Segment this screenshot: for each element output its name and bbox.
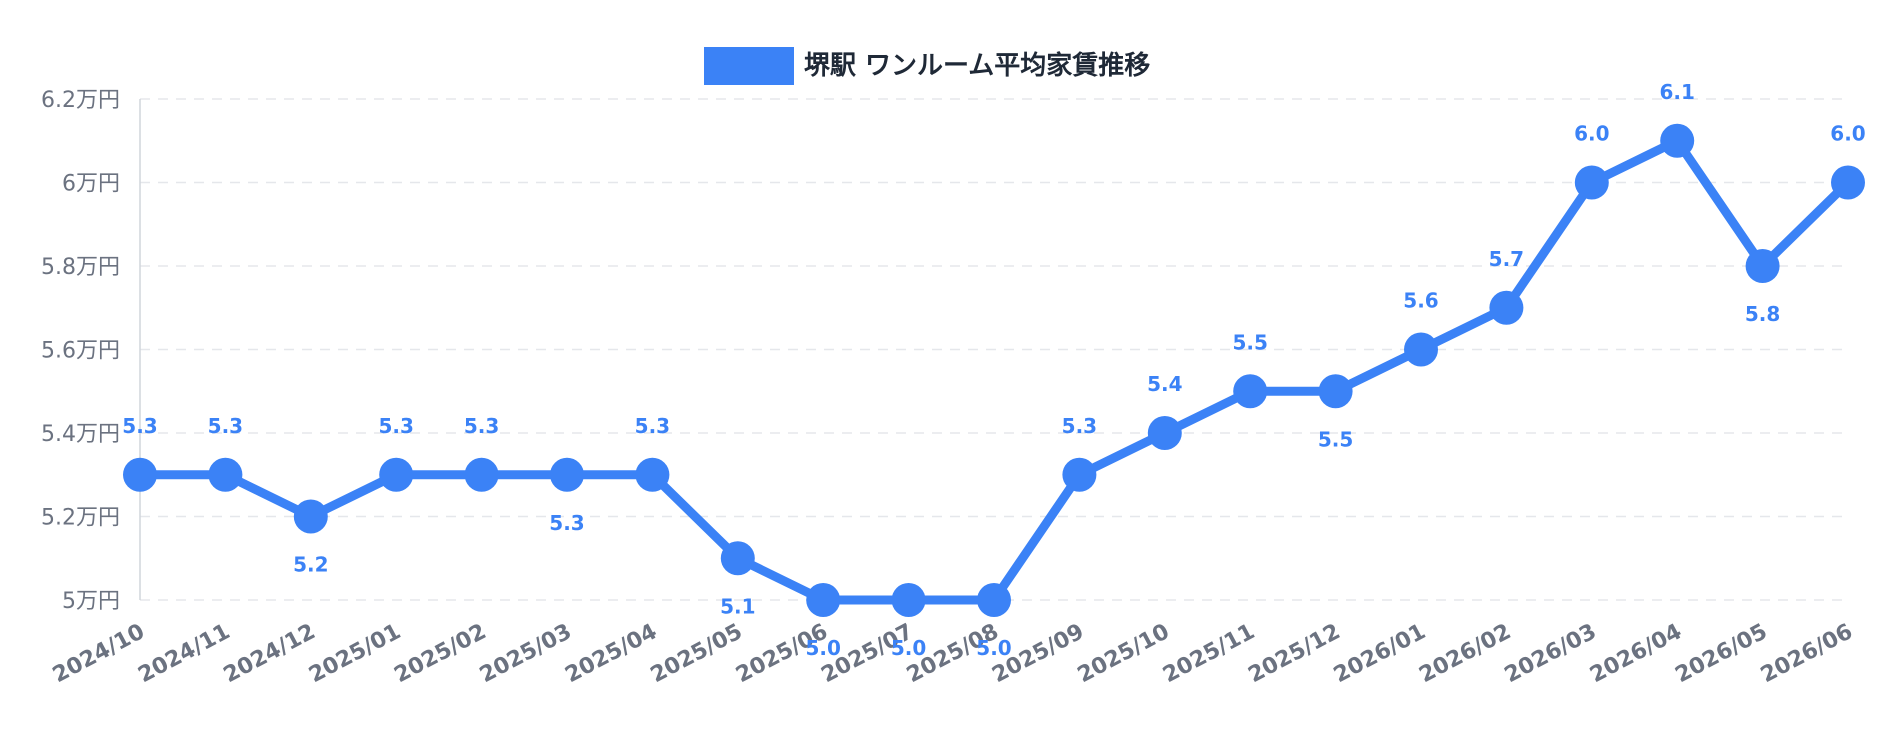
- x-tick-label: 2025/01: [305, 619, 405, 688]
- x-tick-label: 2025/02: [390, 619, 490, 688]
- x-tick-label: 2026/04: [1586, 619, 1686, 688]
- data-label: 5.5: [1318, 427, 1353, 451]
- data-point[interactable]: [1489, 290, 1524, 325]
- data-label: 5.3: [635, 414, 670, 438]
- y-tick-label: 5.6万円: [41, 339, 120, 364]
- x-tick-label: 2026/01: [1330, 619, 1430, 688]
- data-point[interactable]: [1831, 165, 1865, 200]
- data-label: 5.3: [464, 414, 499, 438]
- data-point[interactable]: [293, 499, 328, 534]
- data-label: 5.2: [293, 553, 328, 577]
- grid: [140, 98, 1848, 601]
- data-point[interactable]: [379, 457, 414, 492]
- legend[interactable]: 堺駅 ワンルーム平均家賃推移: [704, 47, 1150, 85]
- x-tick-label: 2025/12: [1244, 619, 1344, 688]
- y-tick-label: 5.2万円: [41, 506, 120, 531]
- x-tick-label: 2026/06: [1757, 619, 1857, 688]
- data-point[interactable]: [720, 541, 755, 576]
- data-label: 6.1: [1659, 80, 1694, 104]
- data-label: 5.3: [1062, 414, 1097, 438]
- data-point[interactable]: [1062, 457, 1097, 492]
- x-tick-label: 2025/05: [647, 619, 747, 688]
- x-tick-label: 2024/12: [220, 619, 320, 688]
- x-tick-label: 2025/11: [1159, 619, 1259, 688]
- data-point[interactable]: [1404, 332, 1438, 367]
- data-label: 5.7: [1489, 247, 1524, 271]
- x-tick-label: 2025/04: [561, 619, 661, 688]
- data-label: 5.3: [122, 414, 157, 438]
- data-point[interactable]: [550, 457, 584, 492]
- y-tick-label: 6.2万円: [41, 88, 120, 113]
- data-label: 6.0: [1574, 122, 1609, 146]
- data-label: 5.8: [1745, 302, 1780, 326]
- data-points: [123, 123, 1865, 617]
- data-point[interactable]: [1745, 249, 1780, 283]
- y-axis: 5万円 5.2万円 5.4万円 5.6万円 5.8万円 6万円 6.2万円: [41, 88, 141, 614]
- x-tick-label: 2024/11: [134, 619, 234, 688]
- data-label: 5.0: [805, 636, 840, 660]
- data-point[interactable]: [977, 583, 1011, 617]
- data-label: 5.3: [378, 414, 413, 438]
- x-tick-label: 2026/02: [1415, 619, 1515, 688]
- x-axis: 2024/102024/112024/122025/012025/022025/…: [49, 619, 1857, 688]
- x-tick-label: 2024/10: [49, 619, 149, 688]
- y-tick-label: 6万円: [62, 172, 120, 197]
- legend-label: 堺駅 ワンルーム平均家賃推移: [804, 50, 1150, 81]
- data-point[interactable]: [1574, 165, 1609, 200]
- data-labels: 5.3 5.3 5.2 5.3 5.3 5.3 5.3 5.1 5.0 5.0 5.0 5.3 5.4 5…: [122, 80, 1865, 660]
- y-tick-label: 5万円: [62, 589, 120, 614]
- series-line-group: [135, 136, 1853, 605]
- data-label: 5.4: [1147, 372, 1182, 396]
- data-point[interactable]: [208, 457, 243, 492]
- data-point[interactable]: [1318, 374, 1353, 409]
- series-line: [135, 136, 1853, 605]
- x-tick-label: 2026/05: [1671, 619, 1771, 688]
- data-point[interactable]: [1233, 374, 1268, 409]
- data-point[interactable]: [1147, 416, 1182, 450]
- data-label: 5.0: [976, 636, 1011, 660]
- data-label: 5.5: [1232, 330, 1267, 354]
- data-label: 6.0: [1830, 122, 1865, 146]
- data-point[interactable]: [806, 583, 841, 617]
- data-point[interactable]: [464, 457, 499, 492]
- data-point[interactable]: [891, 583, 926, 617]
- data-label: 5.1: [720, 594, 755, 618]
- data-label: 5.3: [549, 511, 584, 535]
- data-point[interactable]: [123, 457, 157, 492]
- y-tick-label: 5.8万円: [41, 255, 120, 280]
- x-tick-label: 2025/10: [1074, 619, 1174, 688]
- data-label: 5.3: [208, 414, 243, 438]
- data-point[interactable]: [635, 457, 670, 492]
- data-label: 5.6: [1403, 289, 1438, 313]
- legend-swatch: [704, 47, 794, 85]
- y-tick-label: 5.4万円: [41, 422, 120, 447]
- data-label: 5.0: [891, 636, 926, 660]
- x-tick-label: 2025/03: [476, 619, 576, 688]
- x-tick-label: 2026/03: [1501, 619, 1601, 688]
- data-point[interactable]: [1660, 123, 1695, 158]
